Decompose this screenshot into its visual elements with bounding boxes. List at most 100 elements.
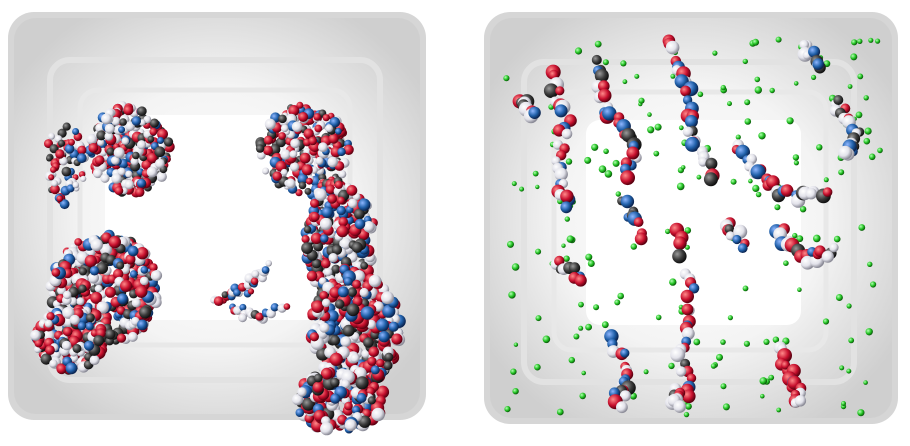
atom (44, 319, 53, 328)
atom (321, 206, 333, 218)
ion (647, 126, 655, 134)
atom (305, 177, 313, 185)
atom (127, 331, 138, 342)
atom (48, 174, 55, 181)
atom (137, 140, 147, 150)
atom (376, 358, 385, 368)
atom (298, 112, 309, 122)
atom (336, 225, 349, 238)
ion (578, 301, 584, 308)
ion (760, 393, 765, 399)
ion (617, 292, 624, 300)
atom (337, 147, 346, 156)
atom (334, 180, 343, 189)
atom (560, 189, 574, 203)
atom (321, 258, 331, 269)
atom (149, 118, 159, 128)
atom (310, 198, 320, 208)
atom (255, 312, 264, 321)
ion (643, 369, 649, 375)
atom (686, 373, 697, 383)
ion (783, 260, 789, 267)
atom (310, 232, 323, 245)
ion (598, 165, 607, 173)
atom (88, 143, 99, 153)
atom (358, 415, 371, 428)
ion (847, 84, 853, 89)
ion (535, 184, 540, 190)
ion (752, 38, 760, 46)
atom (125, 254, 136, 265)
atom (597, 88, 612, 103)
ion (811, 74, 817, 80)
ion (566, 235, 574, 243)
atom (322, 114, 330, 122)
atom (62, 306, 75, 319)
atom (705, 157, 718, 170)
atom (366, 319, 376, 330)
atom (560, 201, 573, 214)
atom (309, 332, 319, 342)
ion (727, 101, 732, 107)
atom (150, 270, 162, 281)
ion (730, 178, 737, 185)
ion (793, 160, 799, 166)
atom (90, 291, 103, 304)
ion (752, 184, 760, 192)
atom (698, 157, 708, 167)
atom (337, 286, 349, 298)
panel-right (476, 0, 910, 446)
atom (251, 269, 260, 278)
atom (77, 321, 87, 331)
ion (683, 411, 690, 418)
atom (320, 422, 334, 436)
atom (355, 376, 369, 390)
ion (855, 111, 863, 119)
atom (833, 95, 844, 105)
atom (350, 353, 360, 363)
atom (117, 293, 129, 305)
atom (61, 340, 72, 351)
ion (584, 156, 592, 164)
atom (288, 105, 300, 116)
ion (563, 255, 570, 262)
ion (680, 165, 686, 170)
atom (329, 352, 343, 366)
atom (295, 189, 303, 197)
atom (285, 178, 296, 189)
atom (280, 124, 289, 133)
ion (578, 325, 584, 331)
atom (821, 250, 834, 263)
atom (554, 167, 568, 181)
ion (846, 303, 852, 309)
ion (654, 123, 662, 131)
atom (50, 184, 60, 195)
ion (839, 365, 845, 371)
atom (255, 144, 265, 153)
atom (331, 264, 341, 274)
atom (275, 137, 286, 148)
atom (40, 353, 52, 365)
ion (655, 314, 662, 321)
atom (724, 224, 734, 234)
ion (769, 87, 775, 94)
atom (56, 195, 64, 202)
atom (360, 306, 375, 320)
atom (319, 217, 332, 230)
atom (620, 170, 635, 186)
atom (120, 279, 133, 292)
atom (65, 362, 78, 375)
atom (569, 262, 581, 274)
atom (80, 175, 87, 182)
atom (328, 133, 339, 144)
atom (822, 187, 833, 197)
atom (750, 164, 766, 180)
atom (681, 303, 694, 316)
atom (315, 156, 324, 165)
atom (46, 312, 55, 321)
atom (111, 173, 122, 184)
atom (301, 164, 313, 176)
ion (822, 318, 830, 325)
atom (239, 303, 247, 311)
ion (508, 291, 516, 299)
